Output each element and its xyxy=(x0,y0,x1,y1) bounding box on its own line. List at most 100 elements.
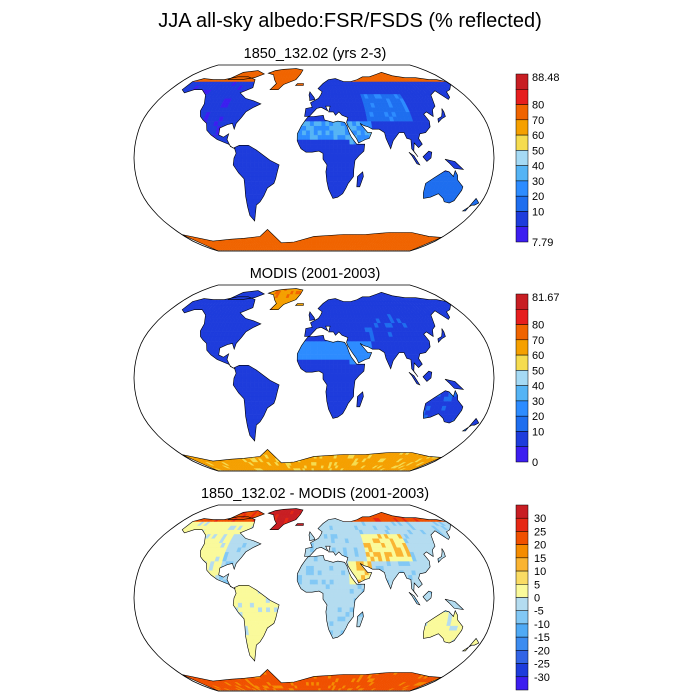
coastline-africa xyxy=(296,114,366,199)
field-cell xyxy=(333,139,339,145)
field-cell xyxy=(340,125,346,131)
field-cell xyxy=(341,148,347,154)
field-cell xyxy=(253,153,259,159)
field-cell xyxy=(333,130,338,136)
field-cell xyxy=(329,171,335,177)
field-cell xyxy=(258,176,264,182)
field-cell xyxy=(321,134,327,140)
field-cell xyxy=(353,143,359,149)
field-cell xyxy=(237,153,243,159)
colorbar-label: 40 xyxy=(532,161,544,173)
field-cell xyxy=(349,171,354,177)
field-cell xyxy=(250,171,255,177)
field-cell xyxy=(297,139,303,145)
field-cell xyxy=(337,171,343,177)
map-border xyxy=(133,64,495,252)
field-cell xyxy=(311,245,315,249)
field-cell xyxy=(341,180,346,186)
coastline-madagascar xyxy=(356,171,364,188)
field-cell xyxy=(265,162,271,168)
field-cell xyxy=(253,157,259,163)
field-cell xyxy=(266,180,272,186)
field-cell xyxy=(245,148,251,154)
field-cell xyxy=(313,120,319,126)
field-cell xyxy=(270,176,275,182)
field-cell xyxy=(259,185,265,191)
field-cell xyxy=(349,139,354,145)
panel-title: 1850_132.02 (yrs 2-3) xyxy=(243,46,387,62)
field-cell xyxy=(340,185,346,191)
field-cell xyxy=(313,238,318,243)
field-cell xyxy=(241,153,247,159)
colorbar-box xyxy=(515,180,529,197)
field-cell xyxy=(341,130,346,136)
field-cell xyxy=(329,157,335,163)
field-cell xyxy=(329,130,334,136)
field-cell xyxy=(250,167,255,173)
field-cell xyxy=(301,134,307,140)
field-cell xyxy=(309,247,313,251)
field-cell xyxy=(337,139,343,145)
field-cell xyxy=(336,185,342,191)
field-cell xyxy=(261,167,267,173)
colorbar-label: 20 xyxy=(532,191,544,203)
field-cell xyxy=(475,199,479,205)
field-cell xyxy=(262,180,268,186)
field-cell xyxy=(329,134,334,140)
field-cell xyxy=(246,176,252,182)
field-cell xyxy=(341,153,347,159)
field-cell xyxy=(269,167,275,173)
field-cell xyxy=(352,125,358,131)
field-cell xyxy=(262,171,267,177)
field-cell xyxy=(313,143,319,149)
field-cell xyxy=(333,171,339,177)
field-cell xyxy=(302,130,307,136)
field-cell xyxy=(332,190,338,196)
field-cell xyxy=(308,245,312,249)
colorbar-box xyxy=(515,165,529,182)
field-cell xyxy=(388,134,394,140)
field-cell xyxy=(237,157,243,163)
field-cell xyxy=(241,162,247,168)
field-cell xyxy=(242,167,247,173)
field-cell xyxy=(253,167,259,173)
field-cell xyxy=(333,180,338,186)
field-cell xyxy=(345,153,351,159)
field-cell xyxy=(345,162,351,168)
field-cell xyxy=(325,153,331,159)
field-cell xyxy=(309,120,315,126)
field-cell xyxy=(258,180,264,186)
field-cell xyxy=(262,176,268,182)
field-cell xyxy=(246,180,252,186)
field-cell xyxy=(241,157,247,163)
field-cell xyxy=(249,153,255,159)
colorbar-box xyxy=(515,195,529,212)
field-cell xyxy=(297,134,303,140)
main-title: JJA all-sky albedo:FSR/FSDS (% reflected… xyxy=(158,10,542,32)
field-cell xyxy=(345,157,351,163)
field-cell xyxy=(337,148,343,154)
field-cell xyxy=(321,120,326,126)
field-cell xyxy=(261,157,267,163)
field-cell xyxy=(313,247,317,251)
field-cell xyxy=(329,153,335,159)
field-cell xyxy=(309,143,315,149)
field-cell xyxy=(309,134,315,140)
field-cell xyxy=(245,153,251,159)
field-cell xyxy=(313,134,319,140)
field-cell xyxy=(233,162,239,168)
field-cell xyxy=(349,148,355,154)
field-cell xyxy=(341,171,346,177)
field-cell xyxy=(257,162,263,168)
field-cell xyxy=(341,176,346,182)
field-cell xyxy=(412,139,418,145)
field-cell xyxy=(254,176,260,182)
field-cell xyxy=(337,162,343,168)
colorbar-label: 70 xyxy=(532,115,544,127)
field-cell xyxy=(313,102,318,108)
field-cell xyxy=(337,176,342,182)
field-cell xyxy=(333,176,338,182)
coastline-arctic_islands xyxy=(227,70,266,80)
field-cell xyxy=(329,167,335,173)
